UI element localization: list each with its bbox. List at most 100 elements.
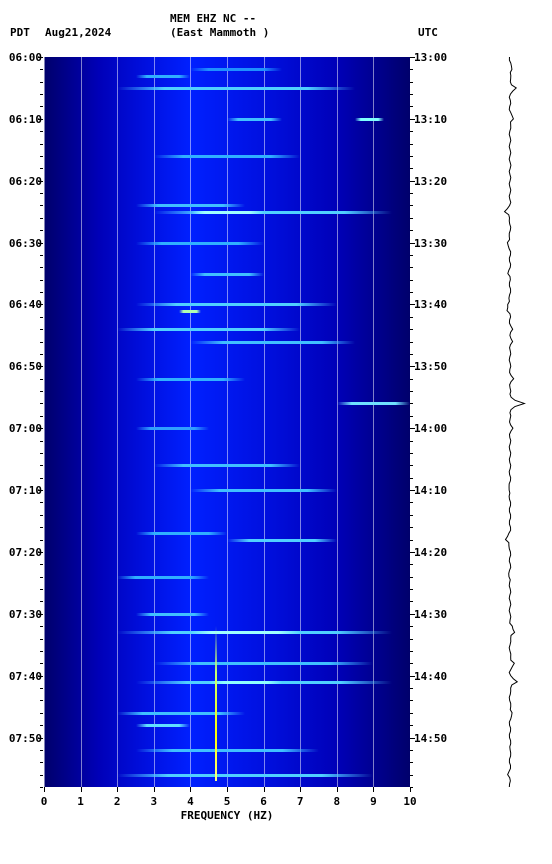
spectral-feature [117, 87, 355, 90]
y-tick-left [40, 515, 43, 516]
spectral-feature [355, 118, 384, 121]
y-tick-right [410, 193, 413, 194]
y-tick-right [410, 577, 413, 578]
y-tick-left [40, 651, 43, 652]
y-tick-left [40, 379, 43, 380]
y-tick-left [40, 688, 43, 689]
y-tick-right [410, 181, 415, 182]
x-tick [264, 787, 265, 792]
y-tick-label-left: 06:30 [4, 237, 42, 250]
x-tick-label: 4 [187, 795, 194, 808]
y-tick-left [40, 82, 43, 83]
gridline-v [373, 57, 374, 787]
y-tick-left [40, 144, 43, 145]
y-tick-label-right: 13:30 [414, 237, 454, 250]
spectral-feature [190, 341, 355, 344]
spectral-feature [227, 118, 282, 121]
y-tick-left [40, 564, 43, 565]
y-tick-left [40, 713, 43, 714]
y-tick-left [40, 193, 43, 194]
station-code: MEM EHZ NC -- [170, 12, 256, 25]
x-tick [81, 787, 82, 792]
y-tick-right [410, 750, 413, 751]
y-tick-left [40, 342, 43, 343]
spectral-feature [190, 68, 282, 71]
y-tick-left [38, 552, 43, 553]
x-tick-label: 1 [77, 795, 84, 808]
x-tick-label: 5 [224, 795, 231, 808]
y-tick-right [410, 651, 413, 652]
spectral-feature [136, 242, 264, 245]
y-tick-left [40, 391, 43, 392]
y-tick-left [38, 119, 43, 120]
gridline-v [300, 57, 301, 787]
y-tick-label-left: 06:00 [4, 51, 42, 64]
x-tick [337, 787, 338, 792]
y-tick-left [38, 428, 43, 429]
y-tick-left [40, 453, 43, 454]
y-tick-left [40, 465, 43, 466]
y-tick-left [40, 589, 43, 590]
x-tick-label: 8 [333, 795, 340, 808]
y-tick-right [410, 292, 413, 293]
y-tick-right [410, 131, 413, 132]
y-tick-left [40, 725, 43, 726]
y-tick-right [410, 69, 413, 70]
y-tick-right [410, 589, 413, 590]
y-tick-right [410, 280, 413, 281]
y-tick-left [40, 750, 43, 751]
y-tick-label-right: 13:50 [414, 360, 454, 373]
y-tick-label-left: 06:40 [4, 298, 42, 311]
y-tick-left [40, 292, 43, 293]
x-tick [154, 787, 155, 792]
y-tick-label-left: 07:40 [4, 670, 42, 683]
spectral-feature [154, 155, 300, 158]
y-tick-label-left: 07:30 [4, 608, 42, 621]
y-tick-left [40, 205, 43, 206]
spectral-feature [117, 328, 300, 331]
y-tick-right [410, 168, 413, 169]
y-tick-right [410, 453, 413, 454]
y-tick-left [38, 243, 43, 244]
x-tick [373, 787, 374, 792]
spectral-feature [136, 378, 246, 381]
y-tick-label-right: 14:50 [414, 732, 454, 745]
gridline-v [227, 57, 228, 787]
y-tick-right [410, 478, 413, 479]
y-tick-right [410, 205, 413, 206]
y-tick-right [410, 490, 415, 491]
gridline-v [44, 57, 45, 787]
y-tick-right [410, 775, 413, 776]
y-tick-label-right: 13:00 [414, 51, 454, 64]
spectral-feature [136, 749, 319, 752]
y-tick-right [410, 540, 413, 541]
y-tick-label-right: 14:30 [414, 608, 454, 621]
y-axis-right: 13:0013:1013:2013:3013:4013:5014:0014:10… [414, 57, 454, 787]
seismogram-trace [490, 57, 530, 787]
y-tick-right [410, 725, 413, 726]
y-tick-right [410, 416, 413, 417]
y-tick-left [40, 255, 43, 256]
y-tick-left [38, 304, 43, 305]
spectral-feature [190, 273, 263, 276]
spectral-feature [136, 427, 209, 430]
y-tick-label-left: 06:20 [4, 175, 42, 188]
y-tick-left [38, 57, 43, 58]
gridline-v [81, 57, 82, 787]
y-tick-label-left: 07:00 [4, 422, 42, 435]
spectral-feature [209, 681, 282, 684]
y-tick-left [40, 540, 43, 541]
y-tick-right [410, 552, 415, 553]
y-tick-label-right: 14:20 [414, 546, 454, 559]
y-tick-right [410, 255, 413, 256]
y-tick-left [40, 218, 43, 219]
y-tick-left [40, 131, 43, 132]
y-tick-left [40, 527, 43, 528]
spectral-feature [190, 489, 336, 492]
y-tick-left [38, 181, 43, 182]
y-tick-right [410, 676, 415, 677]
y-tick-right [410, 354, 413, 355]
x-tick-label: 3 [150, 795, 157, 808]
x-axis: FREQUENCY (HZ) 012345678910 [44, 787, 410, 827]
y-tick-right [410, 663, 413, 664]
